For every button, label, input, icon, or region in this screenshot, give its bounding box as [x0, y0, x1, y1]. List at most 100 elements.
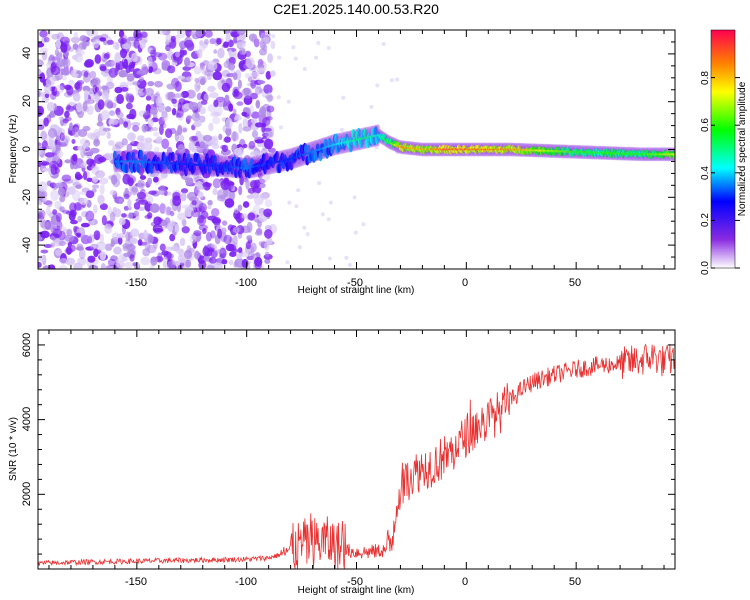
heatmap-cell — [147, 118, 154, 128]
heatmap-cell — [264, 258, 271, 264]
heatmap-cell — [66, 85, 74, 96]
heatmap-cell — [56, 52, 63, 59]
heatmap-cell — [180, 188, 189, 194]
heatmap-cell — [218, 133, 223, 141]
heatmap-cell — [234, 148, 242, 156]
heatmap-cell — [276, 95, 281, 100]
heatmap-cell — [221, 79, 226, 84]
heatmap-cell — [242, 201, 250, 208]
heatmap-cell — [374, 145, 379, 150]
heatmap-cell — [249, 151, 256, 160]
heatmap-cells — [38, 30, 675, 269]
heatmap-cell — [212, 216, 221, 226]
heatmap-cell — [232, 72, 238, 81]
heatmap-cell — [259, 30, 265, 39]
heatmap-cell — [69, 122, 73, 131]
heatmap-cell — [254, 139, 265, 144]
heatmap-cell — [266, 105, 275, 113]
heatmap-cell — [202, 144, 209, 154]
heatmap-cell — [82, 125, 91, 132]
heatmap-cell — [293, 56, 298, 61]
heatmap-cell — [153, 131, 160, 137]
heatmap-cell — [262, 31, 271, 38]
heatmap-cell — [210, 230, 216, 239]
heatmap-cell — [93, 138, 100, 147]
heatmap-cell — [143, 141, 153, 152]
heatmap-cell — [164, 106, 172, 113]
heatmap-cell — [225, 127, 232, 136]
heatmap-cell — [254, 256, 263, 267]
heatmap-cell — [38, 59, 44, 67]
heatmap-cell — [244, 72, 251, 79]
heatmap-cell — [188, 101, 199, 111]
heatmap-cell — [250, 71, 260, 78]
heatmap-cell — [193, 230, 202, 237]
heatmap-cell — [228, 259, 234, 266]
heatmap-cell — [158, 104, 166, 113]
heatmap-cell — [51, 33, 60, 40]
heatmap-cell — [38, 198, 43, 206]
heatmap-cell — [221, 259, 228, 265]
heatmap-cell — [90, 166, 97, 171]
spectrogram-ticks — [38, 29, 675, 270]
heatmap-cell — [199, 107, 206, 115]
heatmap-cell — [255, 122, 263, 128]
heatmap-cell — [137, 179, 146, 189]
heatmap-cell — [133, 202, 141, 210]
heatmap-cell — [129, 237, 138, 244]
heatmap-cell — [165, 34, 173, 43]
heatmap-cell — [263, 138, 274, 150]
heatmap-cell — [147, 195, 154, 205]
heatmap-cell — [246, 194, 255, 199]
heatmap-cell — [154, 80, 163, 88]
heatmap-cell — [172, 195, 182, 207]
heatmap-cell — [123, 193, 130, 200]
heatmap-cell — [205, 231, 212, 242]
heatmap-cell — [207, 60, 218, 71]
heatmap-cell — [186, 89, 196, 99]
heatmap-cell — [123, 58, 129, 70]
heatmap-cell — [116, 93, 124, 105]
heatmap-cell — [161, 138, 170, 150]
heatmap-cell — [38, 70, 43, 75]
heatmap-cell — [234, 258, 245, 268]
heatmap-cell — [101, 85, 108, 90]
heatmap-cell — [147, 81, 155, 87]
heatmap-cell — [395, 77, 400, 82]
heatmap-cell — [66, 246, 72, 255]
heatmap-cell — [165, 44, 171, 52]
heatmap-cell — [90, 243, 99, 250]
heatmap-cell — [144, 87, 155, 97]
snr-xtick-label: 50 — [569, 576, 581, 588]
heatmap-cell — [53, 182, 64, 189]
spectrogram-ytick-label: -20 — [21, 189, 33, 205]
heatmap-cell — [232, 91, 243, 100]
heatmap-cell — [176, 107, 184, 118]
heatmap-cell — [275, 150, 279, 161]
heatmap-cell — [39, 72, 46, 83]
heatmap-cell — [86, 158, 95, 166]
heatmap-cell — [185, 30, 192, 38]
heatmap-cell — [267, 53, 273, 63]
heatmap-cell — [185, 76, 193, 81]
heatmap-cell — [157, 252, 163, 261]
heatmap-cell — [56, 150, 64, 159]
heatmap-cell — [232, 248, 239, 253]
heatmap-cell — [198, 202, 207, 213]
heatmap-cell — [52, 228, 63, 238]
heatmap-cell — [119, 48, 128, 59]
heatmap-cell — [82, 40, 87, 50]
heatmap-cell — [97, 194, 105, 205]
heatmap-cell — [198, 215, 204, 224]
heatmap-cell — [93, 230, 101, 241]
heatmap-cell — [87, 132, 95, 139]
heatmap-cell — [286, 99, 291, 104]
heatmap-cell — [212, 178, 222, 189]
heatmap-cell — [266, 94, 274, 102]
spectrogram-ylabel: Frequency (Hz) — [8, 115, 19, 184]
heatmap-cell — [105, 81, 115, 90]
heatmap-cell — [334, 133, 339, 144]
heatmap-cell — [40, 230, 50, 239]
heatmap-cell — [351, 128, 356, 139]
heatmap-cell — [245, 179, 250, 190]
